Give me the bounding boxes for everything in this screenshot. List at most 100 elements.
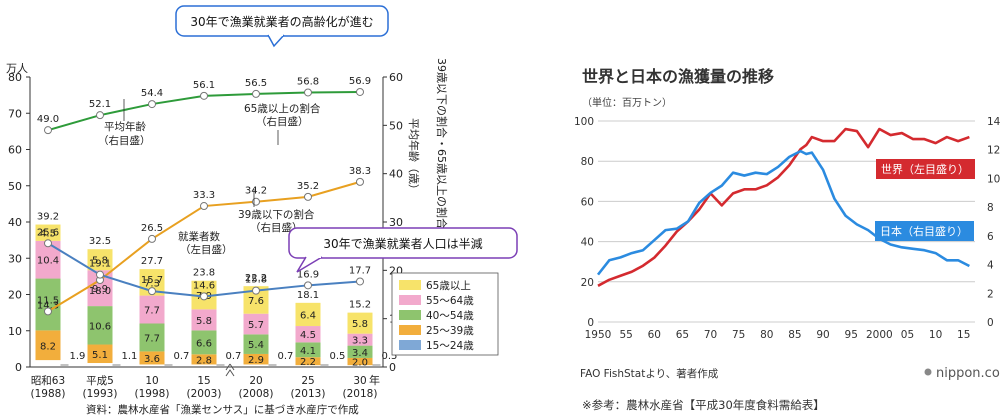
- series-point: [200, 202, 208, 211]
- bar-total-label: 32.5: [89, 236, 111, 247]
- right-axis-title: 39歳以下の割合・65歳以上の割合: [435, 58, 449, 229]
- x-tick-label: 90: [816, 329, 829, 341]
- bar-value-label: 2.2: [300, 357, 316, 368]
- left-y-unit: 万人: [6, 62, 28, 75]
- series-value-label: 18.0: [89, 286, 111, 297]
- series-value-label: 16.9: [297, 269, 319, 280]
- bar-segment: [243, 313, 269, 335]
- left-tick-label: 20: [581, 277, 594, 289]
- bar-value-label: 0.7: [278, 351, 294, 362]
- bar-segment: [139, 295, 165, 324]
- bar-value-label: 0.5: [382, 351, 398, 362]
- x-tick-label: 75: [732, 329, 745, 341]
- bar-value-label: 9.9: [92, 284, 108, 295]
- right-y-ticks: 0 2 4 6 8 10 12 14: [987, 116, 1000, 329]
- series-point: [252, 197, 260, 206]
- left-tick-label: 60: [581, 196, 594, 208]
- right-tick-label: 4: [987, 260, 994, 272]
- series-value-label: 35.2: [297, 181, 319, 192]
- workers-label: 就業者数: [178, 230, 220, 243]
- nippon-logo: nippon.com: [924, 366, 1000, 381]
- x-tick-label: 05: [901, 329, 914, 341]
- legend-swatch: [399, 325, 421, 335]
- left-tick-label: 40: [581, 237, 594, 249]
- bar-segment: [347, 357, 373, 366]
- bar-value-label: 3.3: [352, 336, 368, 347]
- series-value-label: 19.1: [89, 259, 111, 270]
- x-tick-label: 65: [676, 329, 689, 341]
- right-tick-label: 12: [987, 145, 1000, 157]
- bar-segment: [347, 345, 373, 358]
- x-label-era: 20: [249, 375, 262, 387]
- x-tick-label: 60: [648, 329, 661, 341]
- ratio65-label-2: （右目盛）: [256, 115, 309, 128]
- right-axis-title-2: 平均年齢（歳）: [407, 118, 421, 195]
- x-tick-label: 85: [788, 329, 801, 341]
- series-point: [200, 91, 208, 100]
- bar-segment: [295, 302, 321, 327]
- bar-value-label: 2.0: [352, 358, 368, 369]
- bar-value-label: 5.8: [196, 316, 212, 327]
- right-tick-label: 0: [389, 361, 396, 374]
- right-tick-label: 10: [987, 173, 1000, 185]
- legend-label: 25～39歳: [426, 325, 474, 337]
- bar-value-label: 6.6: [196, 338, 212, 349]
- x-tick-label: 55: [619, 329, 632, 341]
- bar-segment: [191, 330, 217, 355]
- bar-value-label: 0.7: [174, 351, 190, 362]
- bar-segment: [35, 224, 61, 241]
- bar-segment: [139, 323, 165, 352]
- bar-value-label: 8.2: [40, 341, 56, 352]
- left-tick-label: 20: [8, 289, 22, 302]
- bar-total-label: 15.2: [349, 300, 371, 311]
- series-value-label: 25.6: [37, 227, 59, 238]
- bar-segment: [87, 306, 113, 345]
- series-value-label: 56.1: [193, 80, 215, 91]
- series-point: [44, 239, 52, 248]
- bar-total-label: 18.1: [297, 290, 319, 301]
- avg-age-label-2: （右目盛）: [98, 134, 151, 147]
- series-value-label: 15.8: [245, 275, 267, 286]
- x-tick-label: 15: [957, 329, 970, 341]
- series-point: [252, 286, 260, 295]
- x-label-year: (2018): [343, 388, 378, 400]
- bar-value-label: 2.9: [248, 355, 264, 366]
- series-value-label: 49.0: [37, 114, 59, 125]
- bar-value-label: 1.9: [70, 351, 86, 362]
- bar-segment: [191, 309, 217, 331]
- bar-segment: [139, 351, 165, 365]
- series-line: [596, 149, 970, 276]
- right-tick-label: 50: [389, 119, 403, 132]
- series-value-label: 17.7: [349, 265, 371, 276]
- series-point: [304, 192, 312, 201]
- bar-value-label: 4.1: [300, 346, 316, 357]
- x-label-year: (1993): [83, 388, 118, 400]
- bar-value-label: 5.1: [92, 350, 108, 361]
- series-point: [96, 111, 104, 120]
- bar-segment: [295, 357, 321, 366]
- year-unit: 年: [369, 373, 380, 387]
- left-tick-label: 0: [15, 361, 22, 374]
- left-chart: 万人 0 10 20 30 40 50 60 70 80 0 10 20 30 40 50 60 39歳以下…: [6, 5, 518, 416]
- bar-total-label: 27.7: [141, 256, 163, 267]
- x-label-year: (1998): [135, 388, 170, 400]
- legend-swatch: [399, 280, 421, 290]
- bar-segment: [87, 249, 113, 271]
- bar-total-label: 39.2: [37, 212, 59, 223]
- series-point: [200, 292, 208, 301]
- legend-swatch: [399, 310, 421, 320]
- japan-label-bg: [875, 221, 974, 241]
- logo-text: nippon.com: [936, 366, 1000, 381]
- right-tick-label: 14: [987, 116, 1000, 128]
- legend-label: 40～54歳: [426, 310, 474, 322]
- right-tick-label: 8: [987, 202, 994, 214]
- japan-label-box: 日本（右目盛り）: [875, 221, 974, 241]
- right-tick-label: 30: [389, 216, 403, 229]
- right-tick-label: 60: [389, 71, 403, 84]
- bar-value-label: 7.7: [144, 333, 160, 344]
- bar-value-label: 5.7: [248, 320, 264, 331]
- bar-segment: [295, 342, 321, 358]
- x-label-era: 15: [197, 375, 210, 387]
- x-label-era: 30: [353, 375, 366, 387]
- series-value-label: 56.9: [349, 76, 371, 87]
